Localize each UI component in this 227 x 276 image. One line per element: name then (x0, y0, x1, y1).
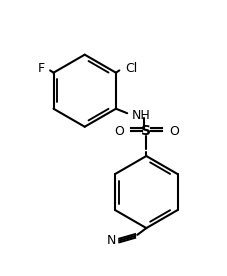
Text: N: N (106, 234, 115, 247)
Text: S: S (141, 124, 151, 138)
Text: NH: NH (131, 109, 150, 122)
Text: O: O (114, 125, 123, 138)
Text: F: F (37, 62, 44, 75)
Text: O: O (168, 125, 178, 138)
Text: Cl: Cl (124, 62, 137, 75)
